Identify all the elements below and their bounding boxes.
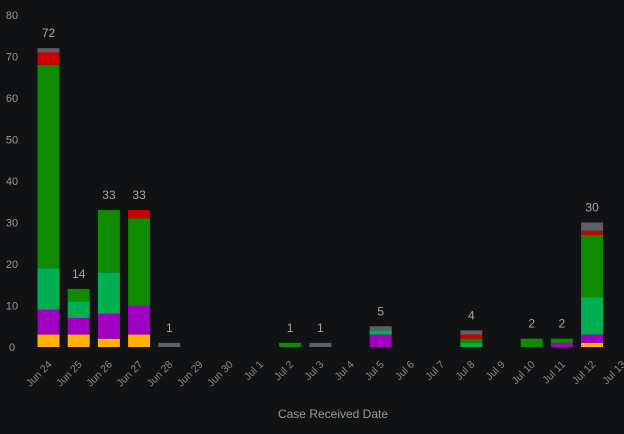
bar-segment xyxy=(67,288,90,302)
y-tick-label: 40 xyxy=(6,176,18,188)
bar-segment xyxy=(369,330,392,335)
x-tick-label: Jul 4 xyxy=(332,359,356,383)
data-label: 14 xyxy=(72,267,86,281)
y-axis: 0 10 20 30 40 50 60 70 80 xyxy=(6,10,18,354)
bar-segment xyxy=(128,334,151,347)
x-tick-label: Jul 6 xyxy=(393,359,417,383)
bar-segment xyxy=(550,342,573,347)
bar-segment xyxy=(37,268,60,310)
bar-segment xyxy=(460,338,483,343)
bar-segment xyxy=(128,218,151,306)
y-tick-label: 50 xyxy=(6,135,18,147)
bar-segment xyxy=(67,317,90,335)
bar-segment xyxy=(581,334,604,343)
bar-segment xyxy=(581,297,604,335)
x-tick-label: Jul 2 xyxy=(272,359,296,383)
x-axis: Jun 24 Jun 25 Jun 26 Jun 27 Jun 28 Jun 29 Jun … xyxy=(24,359,624,390)
x-tick-label: Jun 26 xyxy=(84,359,115,390)
data-label: 1 xyxy=(166,321,173,335)
x-tick-label: Jul 8 xyxy=(453,359,477,383)
bar-segment xyxy=(309,342,332,347)
y-tick-label: 80 xyxy=(6,10,18,22)
bar-segment xyxy=(369,334,392,347)
data-label: 4 xyxy=(468,308,475,322)
x-tick-label: Jul 9 xyxy=(483,359,507,383)
x-tick-label: Jul 13 xyxy=(600,359,624,387)
y-tick-label: 0 xyxy=(9,342,15,354)
x-tick-label: Jun 27 xyxy=(114,359,145,390)
data-label: 33 xyxy=(102,188,116,202)
y-tick-label: 60 xyxy=(6,93,18,105)
y-tick-label: 20 xyxy=(6,259,18,271)
data-label: 30 xyxy=(585,201,599,215)
bar-segment xyxy=(128,210,151,219)
y-tick-label: 70 xyxy=(6,52,18,64)
x-tick-label: Jul 10 xyxy=(510,359,538,387)
bar-segment xyxy=(97,313,120,339)
bar-segment xyxy=(460,342,483,347)
x-tick-label: Jun 30 xyxy=(205,359,236,390)
bar-segment xyxy=(67,334,90,347)
bar-segment xyxy=(37,52,60,65)
bar-segment xyxy=(520,338,543,347)
bar-segment xyxy=(37,334,60,347)
x-tick-label: Jul 11 xyxy=(540,359,568,387)
y-tick-label: 10 xyxy=(6,301,18,313)
x-tick-label: Jun 29 xyxy=(175,359,206,390)
bar-segment xyxy=(581,342,604,347)
bar-segment xyxy=(550,338,573,343)
bar-segment xyxy=(37,48,60,53)
data-label: 1 xyxy=(287,321,294,335)
x-tick-label: Jun 28 xyxy=(145,359,176,390)
x-axis-title: Case Received Date xyxy=(278,407,388,421)
bar-segment xyxy=(158,342,181,347)
data-label: 2 xyxy=(528,317,535,331)
bar-segment xyxy=(460,334,483,339)
bar-segment xyxy=(581,230,604,235)
x-tick-label: Jun 24 xyxy=(24,359,55,390)
data-labels: 72 14 33 33 1 1 1 5 4 2 2 30 xyxy=(42,26,599,335)
bar-segment xyxy=(97,338,120,347)
y-tick-label: 30 xyxy=(6,218,18,230)
bar-segment xyxy=(97,210,120,273)
bar-segment xyxy=(128,305,151,335)
x-tick-label: Jul 3 xyxy=(302,359,326,383)
data-label: 5 xyxy=(377,304,384,318)
bar-segment xyxy=(67,301,90,318)
x-tick-label: Jul 7 xyxy=(423,359,447,383)
data-label: 72 xyxy=(42,26,56,40)
bar-segment xyxy=(37,64,60,269)
x-tick-label: Jul 1 xyxy=(242,359,266,383)
bar-segment xyxy=(279,342,302,347)
x-tick-label: Jul 12 xyxy=(570,359,598,387)
bar-segment xyxy=(581,222,604,231)
bar-segment xyxy=(460,330,483,335)
x-tick-label: Jul 5 xyxy=(363,359,387,383)
bar-segment xyxy=(581,234,604,298)
bar-segment xyxy=(37,309,60,335)
data-label: 33 xyxy=(132,188,146,202)
bars xyxy=(37,48,604,347)
x-tick-label: Jun 25 xyxy=(54,359,85,390)
bar-segment xyxy=(369,326,392,331)
bar-segment xyxy=(97,272,120,314)
data-label: 2 xyxy=(559,317,566,331)
data-label: 1 xyxy=(317,321,324,335)
